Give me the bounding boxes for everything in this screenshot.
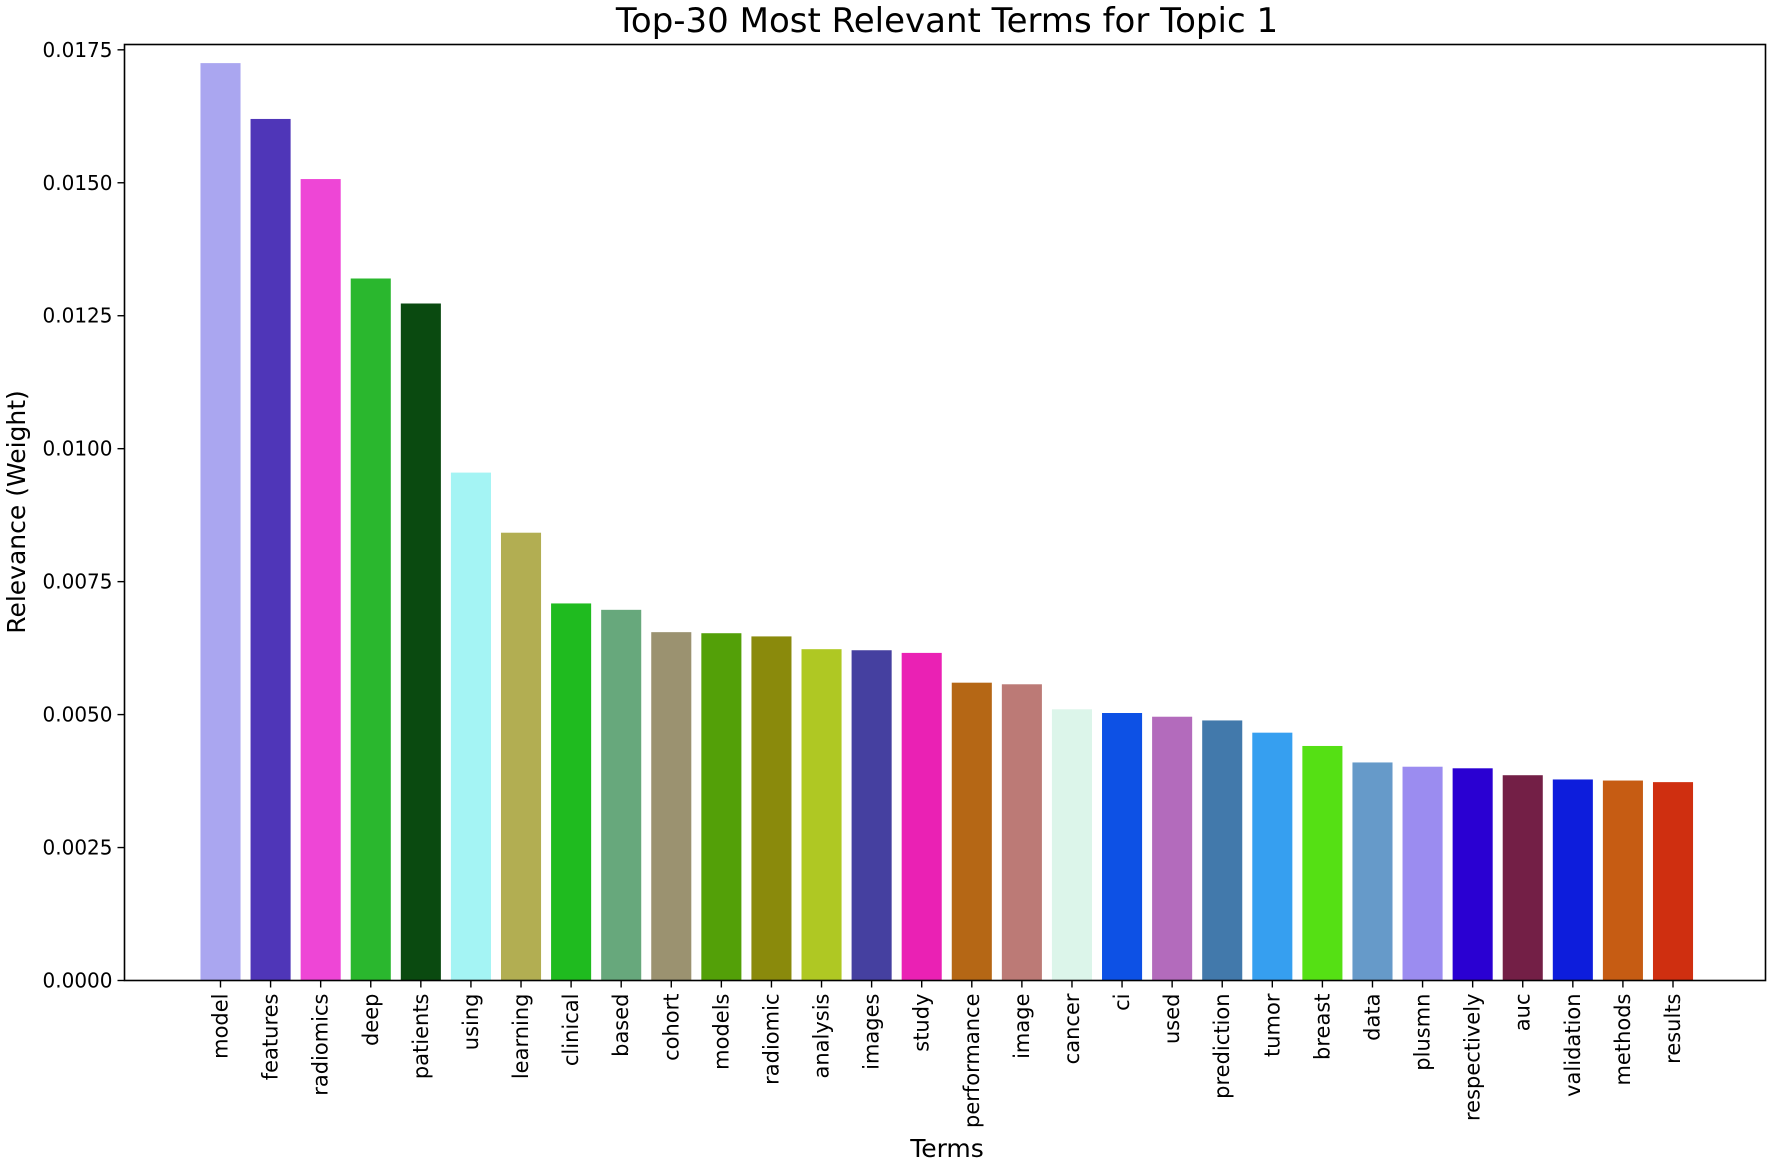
x-tick-label: cohort xyxy=(659,994,683,1061)
x-tick-label: models xyxy=(709,994,733,1070)
x-tick-label: images xyxy=(860,994,884,1070)
x-tick-label: features xyxy=(259,994,283,1081)
x-tick-label: data xyxy=(1360,994,1384,1041)
x-tick-label: radiomics xyxy=(309,994,333,1096)
x-tick-label: radiomic xyxy=(759,994,783,1085)
x-tick-label: patients xyxy=(409,994,433,1080)
x-tick-label: deep xyxy=(359,994,383,1047)
x-tick-label: image xyxy=(1010,994,1034,1059)
bar-data xyxy=(1352,762,1393,981)
bar-cohort xyxy=(651,632,692,981)
x-tick-label: respectively xyxy=(1461,994,1485,1122)
bar-prediction xyxy=(1202,720,1243,981)
x-tick-label: methods xyxy=(1611,994,1635,1086)
bar-ci xyxy=(1102,713,1143,981)
x-tick-label: plusmn xyxy=(1411,994,1435,1071)
bar-clinical xyxy=(551,603,592,981)
bars-group xyxy=(200,63,1694,981)
bar-cancer xyxy=(1051,709,1092,981)
plot-frame xyxy=(123,43,1767,982)
x-tick-label: study xyxy=(910,994,934,1052)
bar-performance xyxy=(951,682,992,981)
x-tick-label: cancer xyxy=(1060,993,1084,1064)
x-tick-label: performance xyxy=(960,994,984,1129)
x-tick-label: tumor xyxy=(1260,993,1284,1057)
bar-features xyxy=(250,118,291,981)
x-tick-label: validation xyxy=(1561,994,1585,1097)
x-tick-label: using xyxy=(459,994,483,1051)
bar-used xyxy=(1152,716,1193,981)
bar-analysis xyxy=(801,649,842,981)
x-tick-label: ci xyxy=(1110,994,1134,1011)
bar-plusmn xyxy=(1402,766,1443,981)
bar-results xyxy=(1652,782,1694,981)
bar-validation xyxy=(1552,779,1593,981)
y-axis-label: Relevance (Weight) xyxy=(2,390,31,634)
x-tick-label: analysis xyxy=(810,994,834,1079)
y-tick-label: 0.0175 xyxy=(43,38,113,62)
x-tick-label: learning xyxy=(509,994,533,1080)
bar-patients xyxy=(400,303,441,981)
bar-image xyxy=(1001,684,1042,981)
chart-title: Top-30 Most Relevant Terms for Topic 1 xyxy=(615,1,1278,41)
bar-using xyxy=(450,472,491,981)
x-tick-label: breast xyxy=(1310,994,1334,1060)
x-tick-label: prediction xyxy=(1210,994,1234,1099)
bar-auc xyxy=(1502,775,1543,981)
x-tick-label: auc xyxy=(1511,994,1535,1032)
x-tick-label: results xyxy=(1661,994,1685,1064)
x-tick-label: based xyxy=(609,994,633,1057)
bar-model xyxy=(200,63,241,981)
x-tick-label: clinical xyxy=(559,994,583,1067)
x-tick-label: used xyxy=(1160,994,1184,1045)
bar-deep xyxy=(350,278,391,981)
bar-learning xyxy=(500,532,542,981)
bar-respectively xyxy=(1452,768,1493,981)
y-tick-label: 0.0150 xyxy=(43,171,113,195)
bar-radiomic xyxy=(751,636,792,981)
bar-models xyxy=(701,633,742,981)
y-tick-label: 0.0075 xyxy=(43,570,113,594)
x-axis: model features radiomics deep patients using l… xyxy=(209,980,1685,1129)
y-tick-label: 0.0125 xyxy=(43,304,113,328)
y-axis: 0.0000 0.0025 0.0050 0.0075 0.0100 0.0125 0.01… xyxy=(43,38,125,993)
bar-images xyxy=(851,650,892,981)
y-tick-label: 0.0050 xyxy=(43,703,113,727)
bar-methods xyxy=(1602,780,1643,981)
x-axis-label: Terms xyxy=(909,1134,984,1163)
y-tick-label: 0.0025 xyxy=(43,836,113,860)
bar-radiomics xyxy=(300,179,341,981)
x-tick-label: model xyxy=(209,994,233,1059)
bar-tumor xyxy=(1252,732,1293,981)
y-tick-label: 0.0100 xyxy=(43,437,113,461)
bar-based xyxy=(601,609,642,981)
bar-breast xyxy=(1302,745,1343,981)
bar-study xyxy=(901,652,942,981)
y-tick-label: 0.0000 xyxy=(43,969,113,993)
